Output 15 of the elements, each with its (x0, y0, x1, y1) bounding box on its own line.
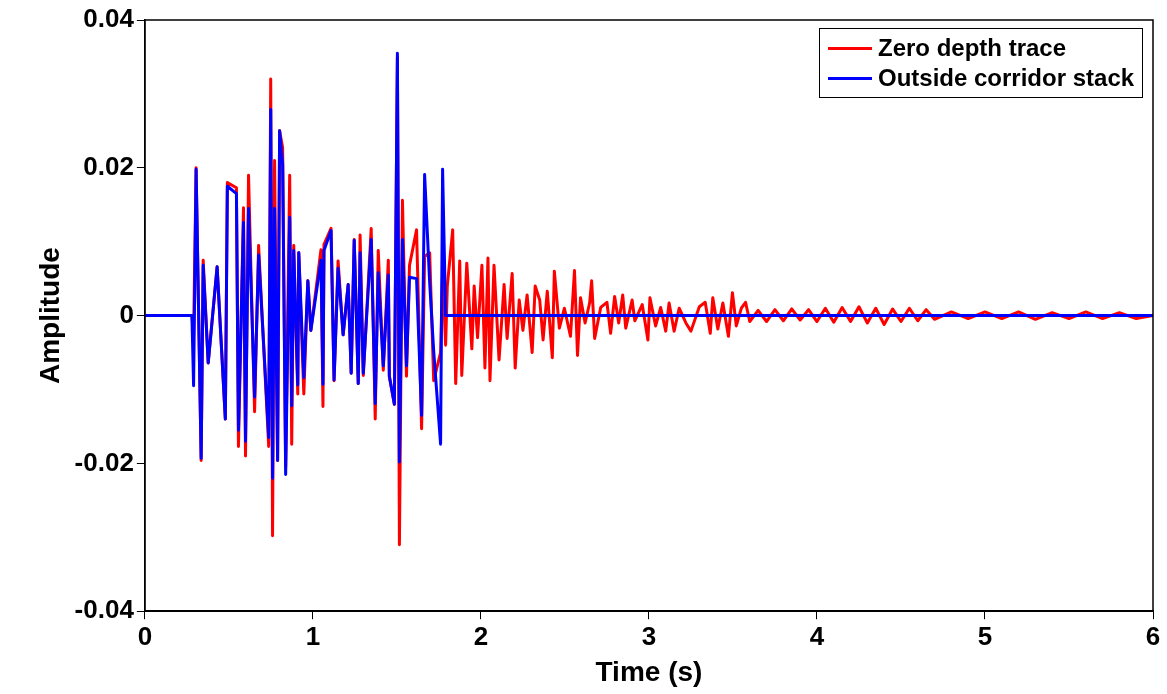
y-tick-label: 0.04 (83, 3, 135, 34)
x-tick-label: 2 (473, 620, 489, 651)
x-tick-label: 4 (809, 620, 825, 651)
x-tick-label: 3 (641, 620, 657, 651)
x-tick-label: 1 (305, 620, 321, 651)
legend-label: Zero depth trace (878, 33, 1067, 63)
x-tick-label: 6 (1145, 620, 1161, 651)
y-tick-label: -0.04 (74, 594, 135, 625)
y-tick-label: 0 (119, 298, 134, 329)
x-axis-title: Time (s) (595, 655, 703, 687)
y-tick-label: 0.02 (83, 150, 134, 181)
y-axis-title: Amplitude (33, 247, 65, 385)
legend-label: Outside corridor stack (878, 63, 1135, 93)
y-tick-label: -0.02 (74, 446, 134, 477)
x-tick-label: 5 (977, 620, 993, 651)
